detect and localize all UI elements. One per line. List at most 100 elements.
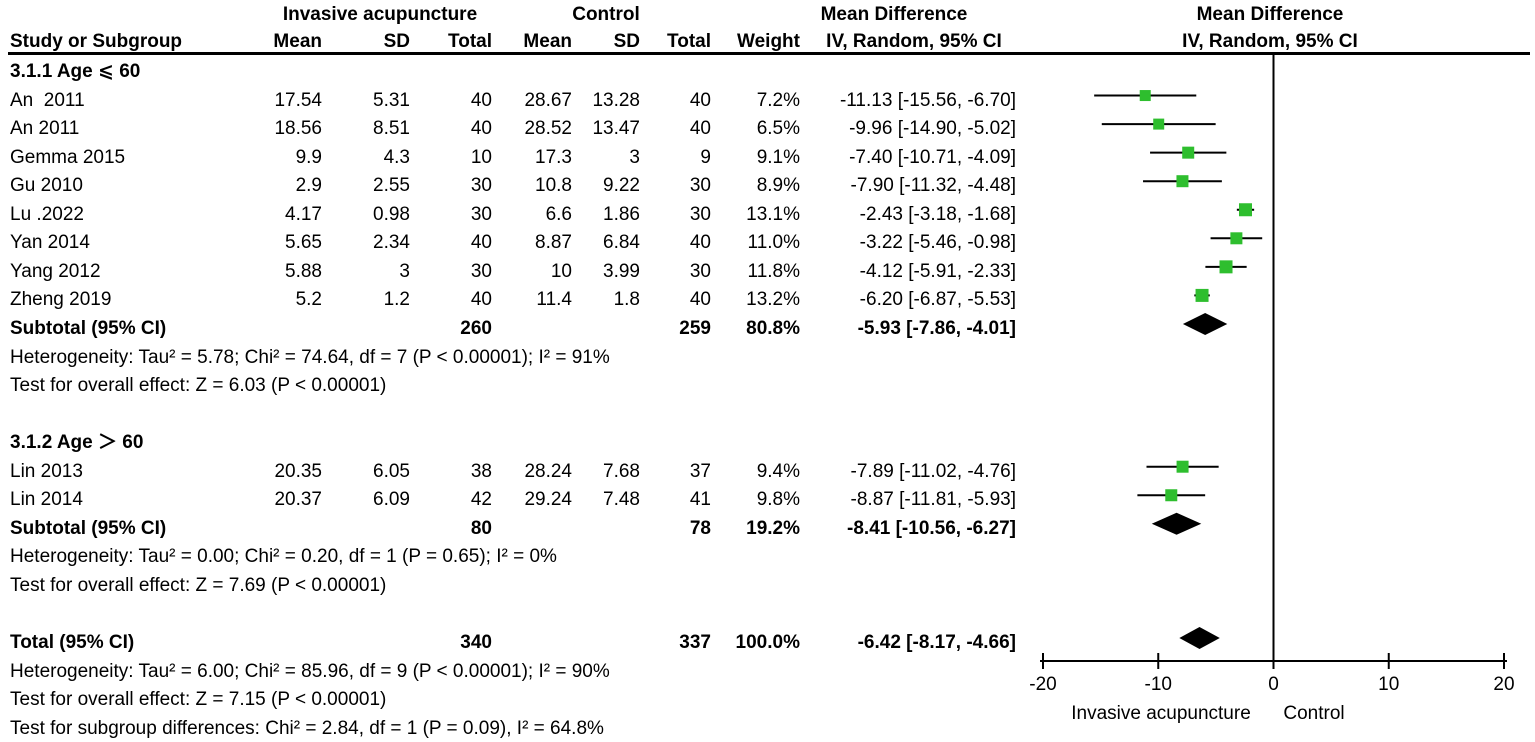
mean-exp: 20.35 — [274, 461, 322, 482]
axis-tick-label: -20 — [1029, 674, 1057, 695]
mean-exp: 9.9 — [295, 147, 322, 168]
mean-exp: 20.37 — [274, 489, 322, 510]
total-exp: 340 — [460, 632, 492, 653]
note-text: Heterogeneity: Tau² = 0.00; Chi² = 0.20,… — [10, 546, 557, 567]
header-total-ctl: Total — [667, 31, 711, 52]
subtotal-diamond — [1182, 312, 1228, 335]
weight: 9.8% — [756, 489, 800, 510]
effect-square — [1139, 90, 1151, 102]
sd-ctl: 1.8 — [613, 289, 640, 310]
header-mean-difference-plot: Mean Difference — [1196, 4, 1344, 25]
weight: 11.8% — [747, 261, 800, 282]
total-ctl: 40 — [689, 90, 711, 111]
sd-ctl: 13.47 — [592, 118, 640, 139]
study-name: Gu 2010 — [10, 175, 83, 196]
total-ctl: 37 — [689, 461, 711, 482]
total-ctl: 30 — [689, 261, 711, 282]
mean-exp: 5.88 — [285, 261, 322, 282]
ci-text: -5.93 [-7.86, -4.01] — [857, 318, 1016, 339]
table-row-note: Heterogeneity: Tau² = 5.78; Chi² = 74.64… — [0, 343, 1040, 372]
mean-ctl: 10.8 — [535, 175, 572, 196]
mean-exp: 4.17 — [285, 204, 322, 225]
header-sd-exp: SD — [383, 31, 410, 52]
effect-square — [1153, 118, 1165, 130]
effect-square — [1176, 460, 1189, 473]
ci-text: -11.13 [-15.56, -6.70] — [839, 90, 1016, 111]
mean-exp: 17.54 — [274, 90, 322, 111]
table-row-note: Test for overall effect: Z = 6.03 (P < 0… — [0, 371, 1040, 400]
subtotal-label: Subtotal (95% CI) — [10, 318, 167, 339]
total-exp: 30 — [470, 175, 492, 196]
weight: 19.2% — [746, 518, 800, 539]
note-text: Heterogeneity: Tau² = 6.00; Chi² = 85.96… — [10, 661, 610, 682]
sd-ctl: 7.48 — [603, 489, 640, 510]
study-name: Yan 2014 — [10, 232, 90, 253]
axis-caption-left: Invasive acupuncture — [1071, 703, 1251, 724]
section-title: 3.1.1 Age ⩽ 60 — [10, 61, 141, 82]
weight: 13.1% — [746, 204, 800, 225]
subtotal-diamond — [1151, 512, 1202, 535]
ci-text: -8.87 [-11.81, -5.93] — [850, 489, 1016, 510]
header-total-exp: Total — [448, 31, 492, 52]
total-exp: 40 — [470, 289, 492, 310]
sd-exp: 2.34 — [373, 232, 410, 253]
sd-ctl: 1.86 — [603, 204, 640, 225]
study-name: Zheng 2019 — [10, 289, 112, 310]
table-row-study: Lin 2014 20.37 6.09 42 29.24 7.48 41 9.8% -8.87 … — [0, 485, 1040, 514]
axis-tick-label: 0 — [1268, 674, 1279, 695]
table-row-section: 3.1.2 Age ＞ 60 — [0, 428, 1040, 457]
effect-square — [1230, 232, 1243, 245]
table-row-section: 3.1.1 Age ⩽ 60 — [0, 57, 1040, 86]
total-exp: 30 — [470, 204, 492, 225]
table-row-study: Zheng 2019 5.2 1.2 40 11.4 1.8 40 13.2% -6.20 [-… — [0, 285, 1040, 314]
weight: 13.2% — [746, 289, 800, 310]
ci-text: -6.20 [-6.87, -5.53] — [859, 289, 1016, 310]
total-label: Total (95% CI) — [10, 632, 135, 653]
ci-text: -7.40 [-10.71, -4.09] — [849, 147, 1016, 168]
total-exp: 40 — [470, 118, 492, 139]
table-row-note: Test for overall effect: Z = 7.15 (P < 0… — [0, 685, 1040, 714]
sd-exp: 8.51 — [373, 118, 410, 139]
study-name: Yang 2012 — [10, 261, 101, 282]
header-iv-random-text: IV, Random, 95% CI — [826, 31, 1002, 52]
mean-ctl: 28.52 — [524, 118, 572, 139]
sd-exp: 5.31 — [373, 90, 410, 111]
header-mean-difference-text: Mean Difference — [820, 4, 968, 25]
header-rule — [8, 52, 1530, 55]
sd-exp: 2.55 — [373, 175, 410, 196]
header-group-control: Control — [572, 4, 640, 25]
section-title: 3.1.2 Age ＞ 60 — [10, 432, 144, 453]
sd-ctl: 6.84 — [603, 232, 640, 253]
ci-text: -8.41 [-10.56, -6.27] — [847, 518, 1016, 539]
weight: 11.0% — [747, 232, 800, 253]
total-ctl: 30 — [689, 175, 711, 196]
sd-ctl: 7.68 — [603, 461, 640, 482]
table-row-study: Yan 2014 5.65 2.34 40 8.87 6.84 40 11.0% -3.22 [… — [0, 228, 1040, 257]
table-row-study: Lu .2022 4.17 0.98 30 6.6 1.86 30 13.1% -2.43 [-… — [0, 200, 1040, 229]
header-weight: Weight — [737, 31, 800, 52]
total-exp: 30 — [470, 261, 492, 282]
total-ctl: 337 — [679, 632, 711, 653]
mean-ctl: 6.6 — [545, 204, 572, 225]
effect-square — [1182, 146, 1195, 159]
effect-square — [1238, 203, 1252, 217]
axis-tick-label: -10 — [1144, 674, 1172, 695]
table-row-study: Yang 2012 5.88 3 30 10 3.99 30 11.8% -4.12 [-5.9… — [0, 257, 1040, 286]
total-exp: 40 — [470, 232, 492, 253]
header-sd-ctl: SD — [613, 31, 640, 52]
table-row-note: Heterogeneity: Tau² = 0.00; Chi² = 0.20,… — [0, 542, 1040, 571]
header-iv-random-plot: IV, Random, 95% CI — [1182, 31, 1358, 52]
total-ctl: 40 — [689, 289, 711, 310]
total-diamond — [1179, 627, 1220, 649]
total-exp: 42 — [470, 489, 492, 510]
mean-exp: 5.65 — [285, 232, 322, 253]
header-group-invasive-acupuncture: Invasive acupuncture — [282, 4, 478, 25]
mean-ctl: 11.4 — [536, 289, 572, 310]
ci-text: -3.22 [-5.46, -0.98] — [859, 232, 1016, 253]
table-row-study: An 2011 18.56 8.51 40 28.52 13.47 40 6.5% -9.96 … — [0, 114, 1040, 143]
weight: 8.9% — [756, 175, 800, 196]
mean-exp: 18.56 — [274, 118, 322, 139]
sd-ctl: 3 — [629, 147, 640, 168]
mean-exp: 5.2 — [295, 289, 322, 310]
